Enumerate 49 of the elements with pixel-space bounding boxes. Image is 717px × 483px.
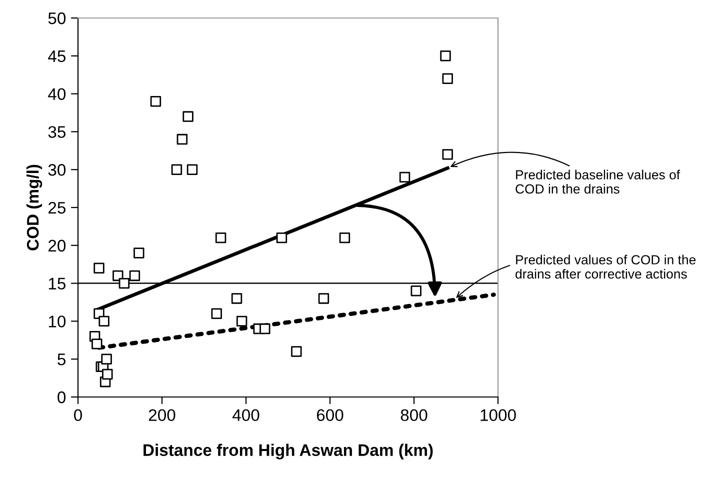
- point: [129, 270, 140, 282]
- point: [150, 96, 162, 107]
- x-tick-label: 400: [232, 409, 260, 422]
- point: [171, 164, 182, 175]
- annotation: Predicted values of COD in the drains after corrective actions: [516, 254, 696, 279]
- point: [182, 111, 194, 122]
- x-tick-label: 0: [74, 409, 82, 422]
- point: [215, 232, 226, 244]
- point: [101, 354, 112, 364]
- y-tick-label: 45: [48, 50, 66, 62]
- y-axis-title: COD (mg/l): [26, 164, 42, 250]
- point: [211, 308, 222, 319]
- x-tick-label: 800: [400, 409, 428, 422]
- y-tick-label: 5: [58, 354, 66, 366]
- y-tick-label: 40: [48, 88, 66, 100]
- point: [236, 316, 248, 327]
- x-tick-label: 1000: [480, 409, 516, 422]
- point: [94, 262, 104, 274]
- point: [442, 73, 453, 84]
- point: [410, 286, 422, 296]
- point: [440, 50, 451, 62]
- point: [186, 164, 198, 175]
- point: [231, 293, 242, 304]
- y-tick-label: 10: [48, 316, 66, 328]
- x-tick-label: 600: [316, 409, 344, 422]
- y-tick-label: 50: [48, 12, 66, 24]
- point: [260, 323, 270, 334]
- point: [112, 270, 124, 282]
- point: [291, 346, 302, 357]
- point: [442, 149, 453, 160]
- point: [318, 293, 330, 304]
- point: [118, 278, 130, 289]
- x-axis-title: Distance from High Aswan Dam (km): [144, 444, 433, 460]
- y-tick-label: 20: [48, 240, 66, 252]
- y-tick-label: 30: [48, 164, 66, 176]
- annotation: Predicted baseline values of COD in the drains: [516, 170, 680, 194]
- point: [98, 316, 110, 327]
- point: [276, 232, 288, 244]
- point: [399, 172, 410, 183]
- y-tick-label: 0: [58, 391, 66, 404]
- point: [339, 232, 350, 244]
- y-tick-label: 15: [48, 278, 66, 290]
- point: [92, 338, 102, 350]
- point: [134, 248, 144, 258]
- y-tick-label: 25: [48, 202, 66, 214]
- point: [102, 368, 113, 380]
- point: [176, 134, 188, 145]
- y-tick-label: 35: [48, 126, 66, 138]
- x-tick-label: 200: [148, 409, 176, 422]
